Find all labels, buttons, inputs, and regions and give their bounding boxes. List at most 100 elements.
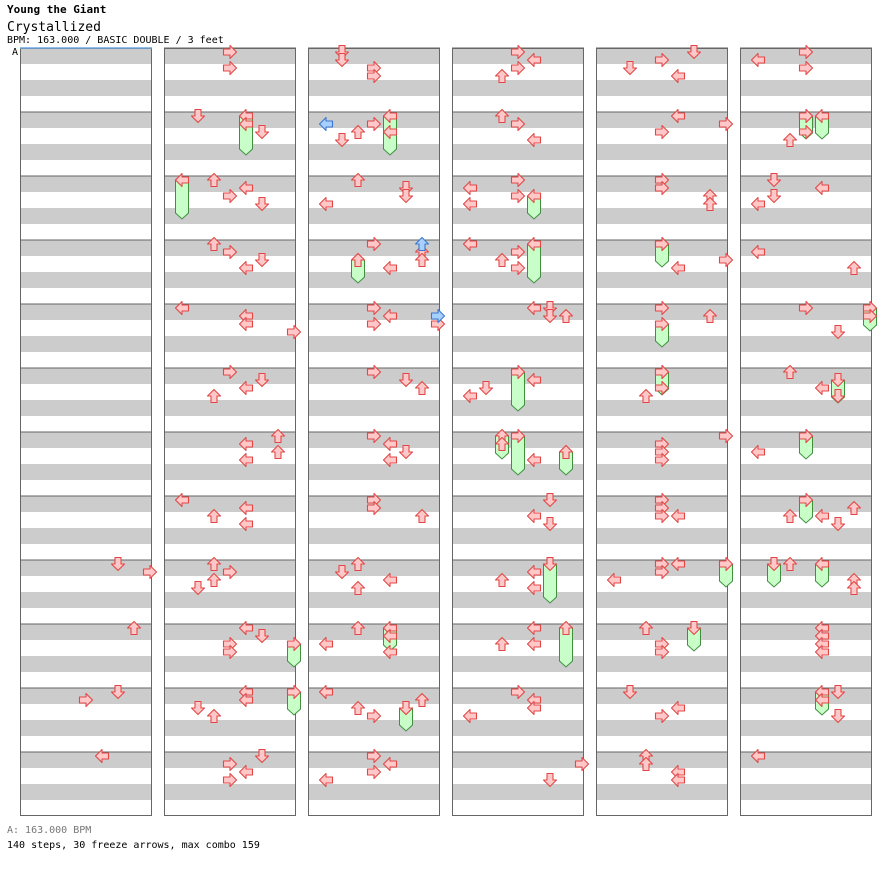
step-left-arrow-icon [462, 180, 478, 196]
step-right-arrow-icon [366, 364, 382, 380]
step-left-arrow-icon [238, 116, 254, 132]
step-up-arrow-icon [494, 572, 510, 588]
step-down-arrow-icon [254, 252, 270, 268]
step-right-arrow-icon [654, 508, 670, 524]
step-left-arrow-icon [238, 436, 254, 452]
step-up-arrow-icon [350, 556, 366, 572]
beat-stripe [452, 656, 584, 672]
freeze-head-down-icon [542, 556, 558, 572]
step-up-arrow-icon [414, 692, 430, 708]
step-left-arrow-icon [318, 684, 334, 700]
step-left-arrow-icon [750, 244, 766, 260]
beat-stripe [740, 528, 872, 544]
step-up-arrow-icon [558, 444, 574, 460]
beat-stripe [164, 400, 296, 416]
step-up-arrow-icon [558, 308, 574, 324]
step-right-arrow-icon [718, 252, 734, 268]
beat-stripe [596, 400, 728, 416]
step-up-arrow-icon [494, 636, 510, 652]
step-up-arrow-icon [702, 308, 718, 324]
beat-stripe [308, 592, 440, 608]
beat-stripe [308, 784, 440, 800]
beat-stripe [740, 336, 872, 352]
step-right-arrow-icon [510, 260, 526, 276]
beat-stripe [740, 368, 872, 384]
step-right-arrow-icon [654, 380, 670, 396]
step-left-arrow-icon [238, 500, 254, 516]
beat-stripe [164, 496, 296, 512]
beat-stripe [308, 464, 440, 480]
beat-stripe [20, 560, 152, 576]
bpm-summary: A: 163.000 BPM [7, 825, 92, 836]
step-up-arrow-icon [414, 252, 430, 268]
step-up-arrow-blue-icon [414, 236, 430, 252]
step-left-arrow-icon [670, 68, 686, 84]
step-up-arrow-icon [638, 388, 654, 404]
step-left-arrow-icon [318, 772, 334, 788]
step-left-arrow-blue-icon [318, 116, 334, 132]
freeze-head-down-icon [686, 620, 702, 636]
beat-stripe [20, 400, 152, 416]
beat-stripe [740, 720, 872, 736]
step-up-arrow-icon [350, 172, 366, 188]
step-right-arrow-icon [366, 236, 382, 252]
step-left-arrow-icon [814, 380, 830, 396]
beat-stripe [452, 784, 584, 800]
beat-stripe [740, 592, 872, 608]
beat-stripe [740, 560, 872, 576]
beat-stripe [596, 272, 728, 288]
step-left-arrow-icon [750, 444, 766, 460]
beat-stripe [596, 208, 728, 224]
step-down-arrow-icon [830, 684, 846, 700]
beat-stripe [164, 208, 296, 224]
freeze-head-up-icon [558, 620, 574, 636]
step-left-arrow-icon [526, 636, 542, 652]
step-left-arrow-icon [174, 300, 190, 316]
step-right-arrow-icon [78, 692, 94, 708]
beat-stripe [452, 272, 584, 288]
beat-stripe [164, 720, 296, 736]
freeze-head-left-icon [382, 108, 398, 124]
beat-stripe [164, 144, 296, 160]
step-down-arrow-icon [254, 372, 270, 388]
step-right-arrow-icon [222, 564, 238, 580]
step-left-arrow-icon [238, 260, 254, 276]
step-right-arrow-icon [654, 564, 670, 580]
beat-stripe [308, 208, 440, 224]
step-left-arrow-icon [670, 508, 686, 524]
step-right-arrow-icon [798, 124, 814, 140]
step-down-arrow-icon [398, 372, 414, 388]
beat-stripe [164, 432, 296, 448]
step-up-arrow-icon [494, 252, 510, 268]
step-down-arrow-icon [398, 700, 414, 716]
step-down-arrow-icon [254, 628, 270, 644]
step-up-arrow-icon [350, 620, 366, 636]
beat-stripe [164, 112, 296, 128]
beat-stripe [20, 720, 152, 736]
step-left-arrow-icon [670, 260, 686, 276]
step-right-arrow-icon [510, 116, 526, 132]
step-right-arrow-icon [222, 772, 238, 788]
step-right-arrow-blue-icon [430, 308, 446, 324]
step-down-arrow-icon [766, 188, 782, 204]
step-down-arrow-icon [830, 388, 846, 404]
step-right-arrow-icon [654, 52, 670, 68]
step-up-arrow-icon [846, 500, 862, 516]
step-left-arrow-icon [526, 300, 542, 316]
beat-stripe [452, 80, 584, 96]
step-left-arrow-icon [382, 452, 398, 468]
beat-stripe [308, 656, 440, 672]
beat-stripe [452, 720, 584, 736]
step-left-arrow-icon [318, 636, 334, 652]
step-right-arrow-icon [798, 300, 814, 316]
step-left-arrow-icon [238, 764, 254, 780]
freeze-head-left-icon [174, 172, 190, 188]
step-up-arrow-icon [638, 620, 654, 636]
step-right-arrow-icon [574, 756, 590, 772]
step-left-arrow-icon [606, 572, 622, 588]
beat-stripe [596, 80, 728, 96]
beat-stripe [20, 144, 152, 160]
beat-stripe [452, 336, 584, 352]
beat-stripe [20, 528, 152, 544]
